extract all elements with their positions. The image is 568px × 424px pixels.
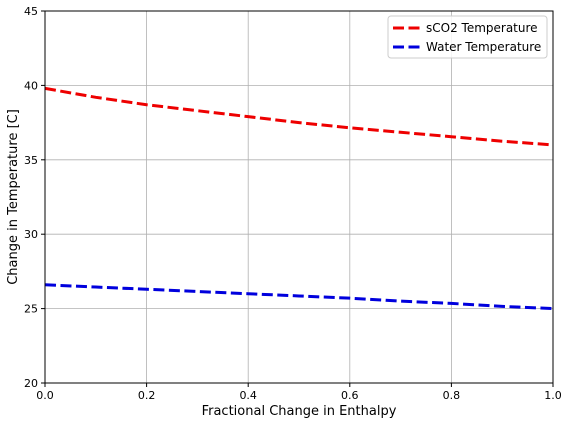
series-line-0 bbox=[44, 86, 554, 147]
x-tick-label: 1.0 bbox=[544, 389, 562, 402]
axis-ticks: 0.0 0.2 0.4 0.6 0.8 1.0 20 25 30 35 40 45 bbox=[24, 5, 562, 402]
legend-label-0: sCO2 Temperature bbox=[426, 21, 538, 35]
x-tick-label: 0.2 bbox=[138, 389, 156, 402]
x-tick-label: 0.4 bbox=[239, 389, 257, 402]
plot-frame bbox=[44, 10, 554, 384]
legend: sCO2 Temperature Water Temperature bbox=[387, 15, 548, 59]
y-tick-label: 45 bbox=[24, 5, 38, 18]
y-tick-label: 35 bbox=[24, 154, 38, 167]
series-line-1 bbox=[44, 283, 554, 311]
x-axis-label: Fractional Change in Enthalpy bbox=[202, 404, 397, 419]
y-axis-label: Change in Temperature [C] bbox=[6, 109, 21, 285]
series-layer bbox=[44, 86, 554, 311]
legend-label-1: Water Temperature bbox=[426, 40, 541, 54]
y-tick-label: 25 bbox=[24, 303, 38, 316]
y-tick-label: 30 bbox=[24, 228, 38, 241]
x-tick-label: 0.0 bbox=[36, 389, 54, 402]
legend-box bbox=[387, 15, 548, 59]
y-tick-label: 40 bbox=[24, 79, 38, 92]
x-tick-label: 0.6 bbox=[341, 389, 359, 402]
x-tick-label: 0.8 bbox=[443, 389, 461, 402]
y-tick-label: 20 bbox=[24, 377, 38, 390]
